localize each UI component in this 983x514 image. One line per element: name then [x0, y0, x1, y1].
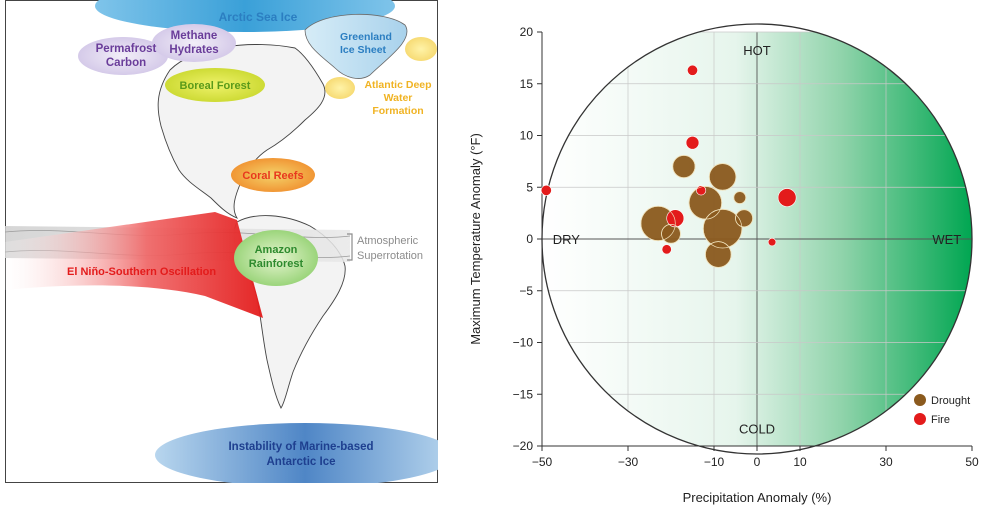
legend-fire-swatch: [914, 413, 926, 425]
fire-point: [687, 64, 698, 76]
x-tick-label: 30: [879, 455, 893, 469]
quadrant-label-hot: HOT: [743, 43, 771, 58]
y-tick-label: 0: [526, 232, 533, 246]
arctic-label: Arctic Sea Ice: [219, 10, 298, 24]
amazon-label-line2: Rainforest: [249, 258, 304, 270]
methane-hydrates-blob: [152, 24, 236, 62]
drought-point-outline: [733, 191, 747, 204]
quadrant-label-wet: WET: [932, 232, 961, 247]
atlantic-label-line2: Water: [384, 92, 413, 104]
atlantic-blob-2: [325, 77, 355, 99]
drought-point-outline: [640, 205, 676, 242]
atlantic-label-line3: Formation: [372, 105, 423, 117]
fire-point: [661, 244, 672, 255]
drought-point-outline: [661, 224, 681, 244]
fire-point: [540, 184, 552, 196]
x-axis-title: Precipitation Anomaly (%): [683, 490, 832, 505]
drought-point-outline: [735, 209, 754, 228]
legend-fire-label: Fire: [931, 414, 950, 426]
y-tick-label: 20: [520, 25, 534, 39]
coral-label: Coral Reefs: [242, 170, 303, 182]
coral-reefs-blob: [231, 158, 315, 192]
methane-label-line1: Methane: [171, 30, 218, 42]
y-tick-label: −5: [519, 284, 533, 298]
quadrant-label-cold: COLD: [739, 422, 775, 437]
x-tick-label: −50: [532, 455, 553, 469]
permafrost-carbon-blob: [78, 37, 168, 75]
permafrost-label-line1: Permafrost: [96, 43, 157, 55]
permafrost-label-line2: Carbon: [106, 57, 146, 69]
map-svg: Arctic Sea Ice Greenland Ice Sheet Perma…: [5, 0, 438, 483]
legend: Drought Fire: [914, 394, 970, 426]
y-tick-label: −20: [513, 439, 534, 453]
atmospheric-label-line2: Superrotation: [357, 250, 423, 262]
atlantic-blob-1: [405, 37, 437, 61]
quadrant-label-dry: DRY: [553, 232, 581, 247]
greenland-landmass: [304, 13, 408, 79]
atlantic-label-line1: Atlantic Deep: [364, 79, 431, 91]
greenland-label-line2: Ice Sheet: [340, 44, 387, 56]
tipping-elements-map: Arctic Sea Ice Greenland Ice Sheet Perma…: [5, 0, 438, 483]
legend-drought-swatch: [914, 394, 926, 406]
antarctic-label-line2: Antarctic Ice: [266, 456, 335, 468]
x-tick-label: −10: [704, 455, 725, 469]
fire-point: [777, 188, 797, 207]
x-tick-label: 0: [754, 455, 761, 469]
atmospheric-label-line1: Atmospheric: [357, 235, 419, 247]
enso-region: [5, 212, 263, 318]
drought-point-outline: [672, 155, 696, 179]
x-tick-label: 10: [793, 455, 807, 469]
data-points: [540, 64, 797, 268]
drought-point-outline: [708, 163, 737, 191]
drought-point-outline: [705, 241, 732, 268]
y-tick-label: 5: [526, 180, 533, 194]
y-tick-label: 10: [520, 129, 534, 143]
boreal-forest-blob: [165, 68, 265, 102]
amazon-label-line1: Amazon: [255, 244, 298, 256]
amazon-rainforest-blob: [234, 230, 318, 286]
legend-drought-label: Drought: [931, 395, 970, 407]
greenland-label-line1: Greenland: [340, 31, 392, 43]
x-tick-label: −30: [618, 455, 639, 469]
antarctic-ice-region: [155, 423, 438, 483]
enso-label: El Niño-Southern Oscillation: [67, 266, 216, 278]
y-tick-label: −10: [513, 336, 534, 350]
anomaly-scatter-chart: −50 −30 −10 0 10 30 50 20 15 10 5 0 −5 −10 −15 −20 HOT …: [440, 0, 983, 509]
fire-point: [767, 237, 777, 247]
methane-label-line2: Hydrates: [169, 44, 218, 56]
boreal-label: Boreal Forest: [180, 80, 251, 92]
x-tick-label: 50: [965, 455, 979, 469]
y-axis-title: Maximum Temperature Anomaly (°F): [468, 133, 483, 345]
drought-point-outline: [702, 208, 743, 249]
antarctic-label-line1: Instability of Marine-based: [228, 441, 373, 453]
fire-point: [685, 135, 700, 150]
y-tick-label: 15: [520, 77, 534, 91]
y-tick-label: −15: [513, 387, 534, 401]
